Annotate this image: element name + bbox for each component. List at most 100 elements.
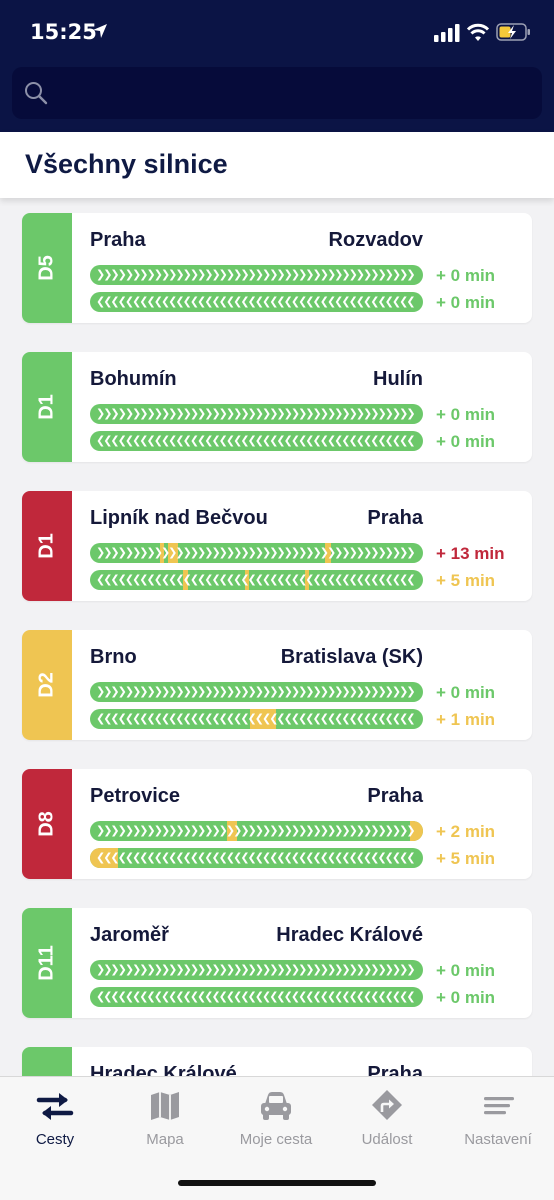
traffic-bar-forward: ❯❯❯❯❯❯❯❯❯❯❯❯❯❯❯❯❯❯❯❯❯❯❯❯❯❯❯❯❯❯❯❯❯❯❯❯❯❯❯❯… — [90, 682, 423, 702]
road-status-badge: D11 — [22, 1047, 72, 1076]
status-bar: 15:25 — [0, 0, 554, 60]
slow-traffic-segment — [226, 821, 237, 841]
car-icon — [261, 1092, 291, 1120]
tab-label: Mapa — [146, 1131, 184, 1148]
chevron-right-icon: ❯❯❯❯❯❯❯❯❯❯❯❯❯❯❯❯❯❯❯❯❯❯❯❯❯❯❯❯❯❯❯❯❯❯❯❯❯❯❯❯… — [96, 824, 416, 837]
chevron-right-icon: ❯❯❯❯❯❯❯❯❯❯❯❯❯❯❯❯❯❯❯❯❯❯❯❯❯❯❯❯❯❯❯❯❯❯❯❯❯❯❯❯… — [96, 685, 416, 698]
route-from: Hradec Králové — [90, 1063, 237, 1076]
tab-label: Událost — [361, 1131, 413, 1148]
slow-traffic-segment — [90, 848, 119, 868]
tab-mapa[interactable]: Mapa — [110, 1077, 220, 1167]
slow-traffic-segment — [324, 543, 332, 563]
delay-label: + 0 min — [436, 266, 496, 285]
lines-icon — [484, 1097, 514, 1115]
chevron-left-icon: ❮❮❮❮❮❮❮❮❮❮❮❮❮❮❮❮❮❮❮❮❮❮❮❮❮❮❮❮❮❮❮❮❮❮❮❮❮❮❮❮… — [96, 434, 416, 447]
tab-bar: Cesty Mapa Moje cesta Událost — [0, 1076, 554, 1200]
route-from: Petrovice — [90, 785, 181, 807]
traffic-bar-reverse: ❮❮❮❮❮❮❮❮❮❮❮❮❮❮❮❮❮❮❮❮❮❮❮❮❮❮❮❮❮❮❮❮❮❮❮❮❮❮❮❮… — [90, 431, 423, 451]
tab-cesty[interactable]: Cesty — [0, 1077, 110, 1167]
route-from: Jaroměř — [90, 924, 169, 946]
chevron-right-icon: ❯❯❯❯❯❯❯❯❯❯❯❯❯❯❯❯❯❯❯❯❯❯❯❯❯❯❯❯❯❯❯❯❯❯❯❯❯❯❯❯… — [96, 407, 416, 420]
map-icon — [151, 1092, 179, 1120]
traffic-bar-reverse: ❮❮❮❮❮❮❮❮❮❮❮❮❮❮❮❮❮❮❮❮❮❮❮❮❮❮❮❮❮❮❮❮❮❮❮❮❮❮❮❮… — [90, 987, 423, 1007]
traffic-bar-forward: ❯❯❯❯❯❯❯❯❯❯❯❯❯❯❯❯❯❯❯❯❯❯❯❯❯❯❯❯❯❯❯❯❯❯❯❯❯❯❯❯… — [90, 265, 423, 285]
turn-sign-icon — [372, 1090, 402, 1120]
battery-charging-icon — [496, 23, 530, 41]
road-card[interactable]: D1 Bohumín Hulín ❯❯❯❯❯❯❯❯❯❯❯❯❯❯❯❯❯❯❯❯❯❯❯❯❯❯… — [22, 352, 532, 462]
delay-label: + 5 min — [436, 571, 496, 590]
route-from: Bohumín — [90, 368, 177, 390]
route-to: Hulín — [373, 368, 423, 390]
slow-traffic-segment — [409, 821, 423, 841]
road-card[interactable]: D1 Lipník nad Bečvou Praha ❯❯❯❯❯❯❯❯❯❯❯❯❯❯❯❯… — [22, 491, 532, 601]
slow-traffic-segment — [249, 709, 277, 729]
search-icon — [25, 82, 48, 105]
road-id: D1 — [35, 394, 58, 420]
delay-label: + 0 min — [436, 405, 496, 424]
road-status-badge: D1 — [22, 491, 72, 601]
road-status-badge: D11 — [22, 908, 72, 1018]
search-bar[interactable] — [12, 67, 542, 119]
road-list[interactable]: D5 Praha Rozvadov ❯❯❯❯❯❯❯❯❯❯❯❯❯❯❯❯❯❯❯❯❯❯❯❯❯… — [0, 198, 554, 1076]
wifi-icon — [466, 23, 490, 41]
road-card[interactable]: D11 Jaroměř Hradec Králové ❯❯❯❯❯❯❯❯❯❯❯❯❯❯❯❯… — [22, 908, 532, 1018]
route-to: Bratislava (SK) — [280, 646, 423, 668]
chevron-right-icon: ❯❯❯❯❯❯❯❯❯❯❯❯❯❯❯❯❯❯❯❯❯❯❯❯❯❯❯❯❯❯❯❯❯❯❯❯❯❯❯❯… — [96, 963, 416, 976]
road-card[interactable]: D11Hradec KrálovéPraha❯❯❯❯❯❯❯❯❯❯❯❯❯❯❯❯❯❯… — [22, 1047, 532, 1076]
road-id: D5 — [35, 255, 58, 281]
road-card[interactable]: D8 Petrovice Praha ❯❯❯❯❯❯❯❯❯❯❯❯❯❯❯❯❯❯❯❯❯❯❯❯… — [22, 769, 532, 879]
chevron-left-icon: ❮❮❮❮❮❮❮❮❮❮❮❮❮❮❮❮❮❮❮❮❮❮❮❮❮❮❮❮❮❮❮❮❮❮❮❮❮❮❮❮… — [96, 573, 416, 586]
delay-label: + 0 min — [436, 961, 496, 980]
tab-label: Cesty — [35, 1131, 75, 1148]
traffic-bar-reverse: ❮❮❮❮❮❮❮❮❮❮❮❮❮❮❮❮❮❮❮❮❮❮❮❮❮❮❮❮❮❮❮❮❮❮❮❮❮❮❮❮… — [90, 292, 423, 312]
chevron-right-icon: ❯❯❯❯❯❯❯❯❯❯❯❯❯❯❯❯❯❯❯❯❯❯❯❯❯❯❯❯❯❯❯❯❯❯❯❯❯❯❯❯… — [96, 546, 416, 559]
delay-label: + 13 min — [436, 544, 505, 563]
slow-traffic-segment — [168, 543, 179, 563]
traffic-bar-forward: ❯❯❯❯❯❯❯❯❯❯❯❯❯❯❯❯❯❯❯❯❯❯❯❯❯❯❯❯❯❯❯❯❯❯❯❯❯❯❯❯… — [90, 404, 423, 424]
chevron-right-icon: ❯❯❯❯❯❯❯❯❯❯❯❯❯❯❯❯❯❯❯❯❯❯❯❯❯❯❯❯❯❯❯❯❯❯❯❯❯❯❯❯… — [96, 268, 416, 281]
route-from: Praha — [90, 229, 146, 251]
search-input[interactable] — [62, 67, 532, 119]
road-card[interactable]: D2 Brno Bratislava (SK) ❯❯❯❯❯❯❯❯❯❯❯❯❯❯❯❯❯❯❯… — [22, 630, 532, 740]
route-to: Praha — [367, 507, 423, 529]
search-area — [0, 60, 554, 132]
traffic-bar-reverse: ❮❮❮❮❮❮❮❮❮❮❮❮❮❮❮❮❮❮❮❮❮❮❮❮❮❮❮❮❮❮❮❮❮❮❮❮❮❮❮❮… — [90, 709, 423, 729]
chevron-left-icon: ❮❮❮❮❮❮❮❮❮❮❮❮❮❮❮❮❮❮❮❮❮❮❮❮❮❮❮❮❮❮❮❮❮❮❮❮❮❮❮❮… — [96, 851, 416, 864]
traffic-bar-reverse: ❮❮❮❮❮❮❮❮❮❮❮❮❮❮❮❮❮❮❮❮❮❮❮❮❮❮❮❮❮❮❮❮❮❮❮❮❮❮❮❮… — [90, 570, 423, 590]
arrows-swap-icon — [36, 1093, 74, 1120]
tab-moje-cesta[interactable]: Moje cesta — [221, 1077, 331, 1167]
traffic-bar-forward: ❯❯❯❯❯❯❯❯❯❯❯❯❯❯❯❯❯❯❯❯❯❯❯❯❯❯❯❯❯❯❯❯❯❯❯❯❯❯❯❯… — [90, 960, 423, 980]
delay-label: + 2 min — [436, 822, 496, 841]
route-from: Brno — [90, 646, 137, 668]
road-status-badge: D5 — [22, 213, 72, 323]
slow-traffic-segment — [304, 570, 309, 590]
traffic-bar-reverse: ❮❮❮❮❮❮❮❮❮❮❮❮❮❮❮❮❮❮❮❮❮❮❮❮❮❮❮❮❮❮❮❮❮❮❮❮❮❮❮❮… — [90, 848, 423, 868]
route-to: Hradec Králové — [276, 924, 423, 946]
route-to: Praha — [367, 1063, 423, 1076]
tab-udalost[interactable]: Událost — [332, 1077, 442, 1167]
home-indicator — [178, 1180, 376, 1186]
delay-label: + 0 min — [436, 683, 496, 702]
tab-label: Moje cesta — [239, 1131, 313, 1148]
traffic-bar-forward: ❯❯❯❯❯❯❯❯❯❯❯❯❯❯❯❯❯❯❯❯❯❯❯❯❯❯❯❯❯❯❯❯❯❯❯❯❯❯❯❯… — [90, 821, 423, 841]
delay-label: + 0 min — [436, 988, 496, 1007]
road-id: D2 — [35, 672, 58, 698]
tab-nastaveni[interactable]: Nastavení — [443, 1077, 553, 1167]
route-to: Rozvadov — [328, 229, 423, 251]
slow-traffic-segment — [159, 543, 164, 563]
header: Všechny silnice — [0, 132, 554, 198]
slow-traffic-segment — [244, 570, 249, 590]
delay-label: + 0 min — [436, 432, 496, 451]
road-id: D8 — [35, 811, 58, 837]
location-arrow-icon — [93, 24, 107, 38]
road-status-badge: D1 — [22, 352, 72, 462]
traffic-bar-forward: ❯❯❯❯❯❯❯❯❯❯❯❯❯❯❯❯❯❯❯❯❯❯❯❯❯❯❯❯❯❯❯❯❯❯❯❯❯❯❯❯… — [90, 543, 423, 563]
slow-traffic-segment — [183, 570, 189, 590]
status-time: 15:25 — [30, 20, 97, 44]
road-status-badge: D2 — [22, 630, 72, 740]
road-card[interactable]: D5 Praha Rozvadov ❯❯❯❯❯❯❯❯❯❯❯❯❯❯❯❯❯❯❯❯❯❯❯❯❯… — [22, 213, 532, 323]
route-from: Lipník nad Bečvou — [90, 507, 268, 529]
delay-label: + 5 min — [436, 849, 496, 868]
delay-label: + 0 min — [436, 293, 496, 312]
chevron-left-icon: ❮❮❮❮❮❮❮❮❮❮❮❮❮❮❮❮❮❮❮❮❮❮❮❮❮❮❮❮❮❮❮❮❮❮❮❮❮❮❮❮… — [96, 712, 416, 725]
